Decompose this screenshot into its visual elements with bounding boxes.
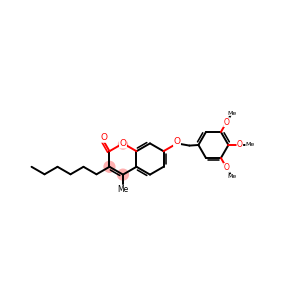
Text: Me: Me — [227, 110, 236, 116]
Text: O: O — [224, 164, 230, 172]
Circle shape — [118, 169, 128, 180]
Text: O: O — [100, 133, 108, 142]
Text: Me: Me — [246, 142, 255, 148]
Text: O: O — [224, 118, 230, 127]
Text: O: O — [119, 139, 127, 148]
Text: Me: Me — [117, 185, 129, 194]
Circle shape — [104, 161, 115, 172]
Text: Me: Me — [227, 174, 236, 179]
Circle shape — [118, 140, 127, 149]
Text: O: O — [173, 137, 181, 146]
Text: O: O — [237, 140, 243, 149]
